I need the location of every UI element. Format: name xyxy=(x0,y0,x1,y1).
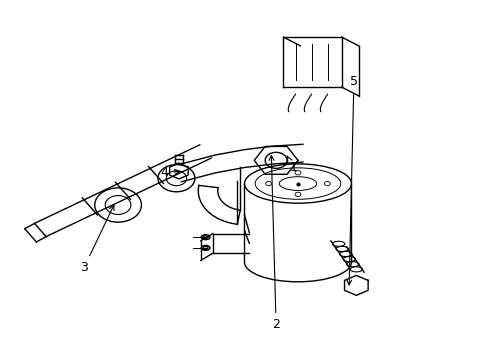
Text: 1: 1 xyxy=(286,156,296,174)
Text: 3: 3 xyxy=(80,205,114,274)
Text: 4: 4 xyxy=(160,166,180,179)
Text: 2: 2 xyxy=(268,156,280,331)
Text: 5: 5 xyxy=(346,75,357,285)
